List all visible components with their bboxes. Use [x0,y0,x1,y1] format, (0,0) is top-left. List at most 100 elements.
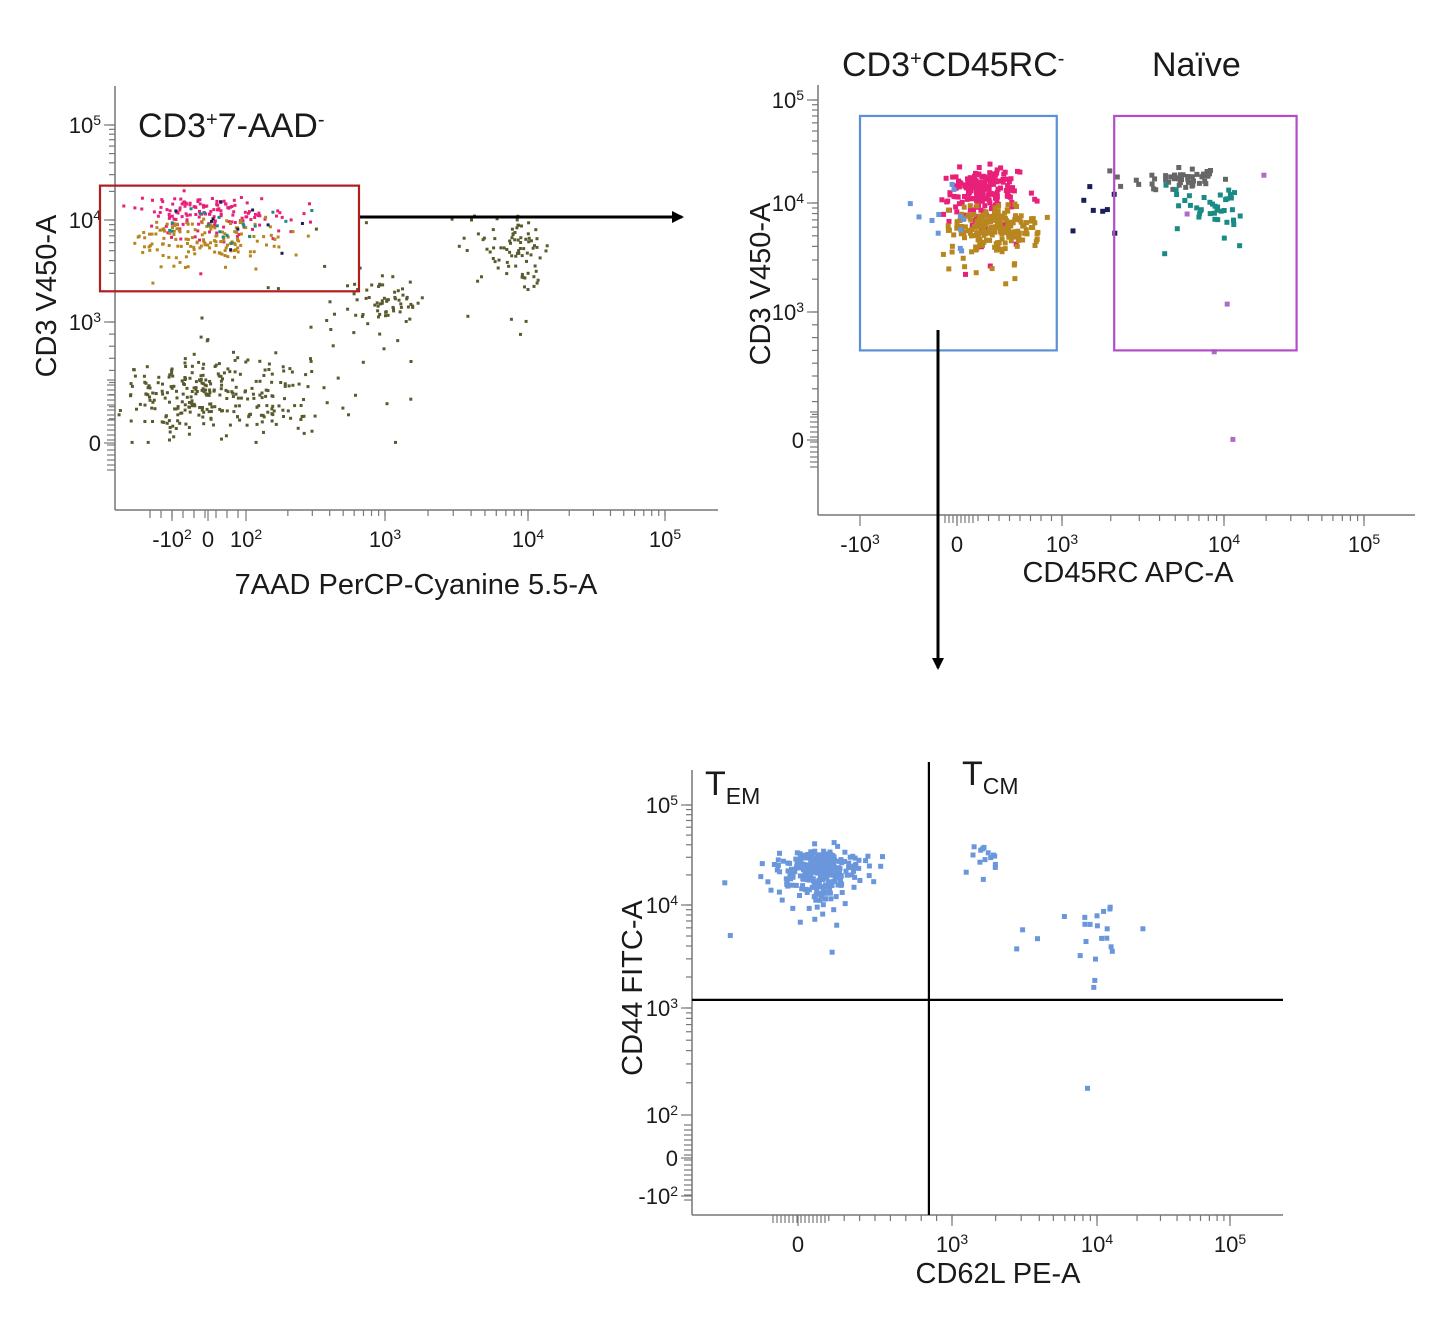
plot2-event-magenta-neg [993,202,998,208]
plot3-event-tcm-low [1061,914,1067,919]
plot3-event-tcm-low [1085,1085,1090,1091]
plot1-event-olive-low [213,405,217,409]
plot1-event-gold-gated [269,233,273,237]
plot2-event-magenta-neg [988,180,994,186]
plot3-event-tem [774,867,780,873]
plot2-event-gold-neg [946,227,952,233]
plot1-event-olive-low [201,373,205,377]
plot1-event-olive-low [201,366,205,370]
plot1-event-olive-low [205,407,209,411]
plot2-event-gold-neg [1030,216,1036,222]
plot1-event-olive-mid [409,360,413,363]
plot1-event-magenta-gated [253,216,257,219]
plot2-event-magenta-neg [946,218,952,224]
plot1-event-olive-low [165,391,169,395]
plot2-event-gray-naive [1204,169,1210,175]
plot1-event-olive-mid [376,304,380,308]
plot2-event-magenta-neg [1002,221,1008,227]
plot3-event-tem [822,863,828,868]
plot1-event-olive-low [228,370,232,374]
plot2-event-gold-neg [962,264,968,270]
plot3-event-tem [819,852,825,858]
plot1-event-olive-mid [354,393,357,397]
plot3-event-tem [842,859,847,864]
plot2-event-purple-naive [1224,301,1230,307]
plot1-event-gold-gated [192,248,196,251]
plot1-event-olive-low [224,434,228,438]
plot1-event-olive-high [531,246,535,250]
plot1-event-magenta-gated [166,231,170,235]
plot1-event-olive-low [255,405,259,409]
plot1-event-gold-gated [162,236,166,240]
plot2-event-gold-neg [965,213,971,219]
plot1-event-gold-gated [223,254,227,257]
plot3-event-tem [790,871,796,877]
plot3-event-tem [816,877,822,883]
plot1-event-olive-high [491,228,495,232]
plot2-event-magenta-neg [1010,185,1016,191]
plot2-event-gold-neg [998,221,1004,227]
plot1-event-magenta-gated [248,210,251,214]
plot3-event-tem [806,905,812,911]
plot1-event-olive-low [264,394,268,398]
plot1-event-olive-low [152,398,156,402]
plot1-event-olive-low [129,419,133,423]
plot1-event-olive-mid [346,284,349,288]
plot1-event-olive-low [183,403,187,407]
plot2-event-magenta-neg [978,190,984,196]
plot2-event-magenta-neg [1000,177,1006,182]
plot1-event-olive-low [226,367,230,371]
plot3-event-tcm-low [1014,946,1020,952]
plot-cd3-vs-7aad: -102 0 102 103 104 105 0 103 104 105 CD3+7-AAD- 7… [31,86,718,601]
plot3-event-tcm-high [963,869,969,875]
plot1-event-olive-low [190,364,194,368]
plot1-event-olive-high [507,264,511,268]
plot2-event-blue-neg [957,213,963,219]
plot3-event-tem [820,886,826,892]
plot1-event-gold-gated [238,221,242,225]
plot1-event-olive-high [517,223,520,227]
plot1-event-olive-mid [393,290,397,294]
plot1-event-magenta-gated [208,212,212,216]
plot1-event-magenta-gated [245,215,249,219]
plot3-event-tem [843,868,849,874]
plot1-event-olive-high [517,249,521,253]
plot2-event-magenta-neg [956,184,962,190]
plot2-event-teal-naive [1212,203,1218,209]
plot3-event-tem [823,882,828,888]
plot1-event-olive-low [197,413,201,417]
plot1-event-olive-low [220,437,223,441]
plot2-event-navy-mid [1070,228,1076,234]
plot3-event-tem [802,864,808,870]
gate-label-cd3pos-cd45rcneg: CD3+CD45RC- [842,46,1064,84]
plot1-event-gold-gated [136,235,140,239]
plot2-event-purple-naive [1211,349,1217,355]
plot2-event-magenta-neg [978,179,984,185]
plot1-event-olive-low [170,371,174,375]
plot1-event-olive-low [266,389,270,393]
plot1-event-olive-low [231,378,235,382]
plot1-event-olive-low [237,404,241,408]
plot1-event-olive-low [251,392,255,396]
plot3-event-tcm-low [1109,948,1115,954]
plot1-event-olive-high [535,237,539,241]
plot1-event-gold-gated [151,281,155,285]
plot1-event-gold-gated [174,237,178,241]
plot1-event-gold-gated [186,265,190,269]
plot2-event-magenta-neg [947,192,953,198]
plot3-event-tem [831,879,837,884]
plot1-event-olive-high [509,241,512,245]
plot2-event-gold-neg [1030,225,1036,230]
plot1-event-olive-low [232,410,236,414]
plot2-event-gray-naive [1133,177,1139,183]
plot3-event-tem [798,856,803,862]
plot1-event-gold-gated [235,231,239,234]
plot2-event-teal-naive [1197,208,1203,214]
plot2-y-tick-label: 105 [772,87,804,113]
plot1-event-olive-low [183,361,187,365]
plot2-event-gold-neg [987,237,993,243]
plot2-event-teal-naive [1231,222,1237,227]
plot2-event-gold-neg [967,230,973,236]
plot1-event-olive-low [231,395,235,398]
plot1-event-olive-low [176,405,180,409]
